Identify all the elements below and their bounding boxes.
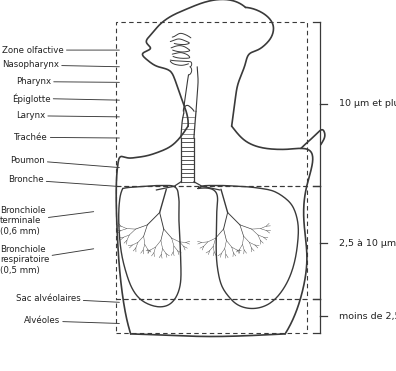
Text: 2,5 à 10 μm: 2,5 à 10 μm [339, 239, 396, 247]
Text: Bronche: Bronche [8, 175, 119, 187]
Text: Nasopharynx: Nasopharynx [2, 60, 119, 69]
Text: Bronchiole
terminale
(0,6 mm): Bronchiole terminale (0,6 mm) [0, 206, 94, 236]
Text: Zone olfactive: Zone olfactive [2, 46, 119, 55]
Text: Alvéoles: Alvéoles [24, 316, 119, 325]
Text: Épiglotte: Épiglotte [12, 93, 119, 104]
Bar [116, 22, 307, 186]
Text: Bronchiole
respiratoire
(0,5 mm): Bronchiole respiratoire (0,5 mm) [0, 245, 94, 275]
Text: Sac alvéolaires: Sac alvéolaires [16, 294, 120, 303]
Text: 10 μm et plus: 10 μm et plus [339, 99, 396, 108]
Text: Poumon: Poumon [10, 156, 120, 168]
Text: Trachée: Trachée [14, 133, 119, 142]
Bar [116, 186, 307, 299]
Text: Larynx: Larynx [16, 111, 119, 120]
Text: moins de 2,5 μm: moins de 2,5 μm [339, 312, 396, 321]
Text: Pharynx: Pharynx [16, 77, 119, 86]
Bar [116, 299, 307, 333]
